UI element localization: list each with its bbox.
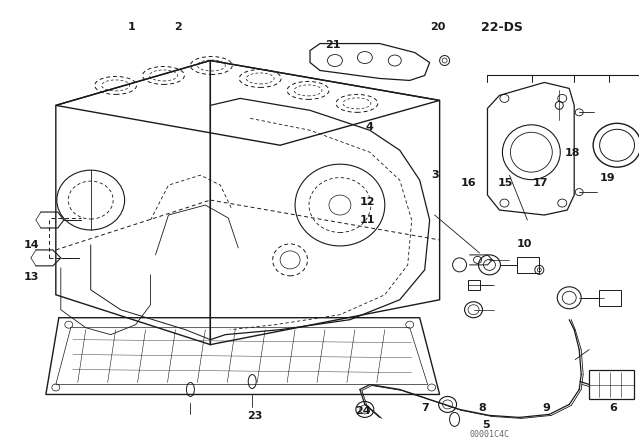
Text: 16: 16 <box>460 178 476 188</box>
Text: 10: 10 <box>516 239 532 249</box>
Text: 3: 3 <box>431 170 438 180</box>
Text: 14: 14 <box>24 241 40 250</box>
Text: 18: 18 <box>564 147 580 158</box>
Text: 00001C4C: 00001C4C <box>470 430 509 439</box>
Text: 4: 4 <box>366 122 374 132</box>
Text: 6: 6 <box>609 403 618 413</box>
Text: 22-DS: 22-DS <box>481 21 523 34</box>
Text: 2: 2 <box>175 22 182 33</box>
Text: 19: 19 <box>599 173 615 183</box>
Text: 24: 24 <box>356 406 371 416</box>
Text: 9: 9 <box>543 403 550 413</box>
Text: 1: 1 <box>128 22 136 33</box>
Text: 11: 11 <box>360 215 376 225</box>
Text: 20: 20 <box>430 22 445 33</box>
Text: 5: 5 <box>482 420 490 430</box>
Text: 8: 8 <box>479 403 486 413</box>
Text: 23: 23 <box>247 411 262 421</box>
Text: 7: 7 <box>421 403 429 413</box>
Text: 13: 13 <box>24 271 39 282</box>
Text: 15: 15 <box>497 178 513 188</box>
Text: 12: 12 <box>360 197 376 207</box>
Text: 21: 21 <box>325 40 340 50</box>
Text: 17: 17 <box>532 178 548 188</box>
